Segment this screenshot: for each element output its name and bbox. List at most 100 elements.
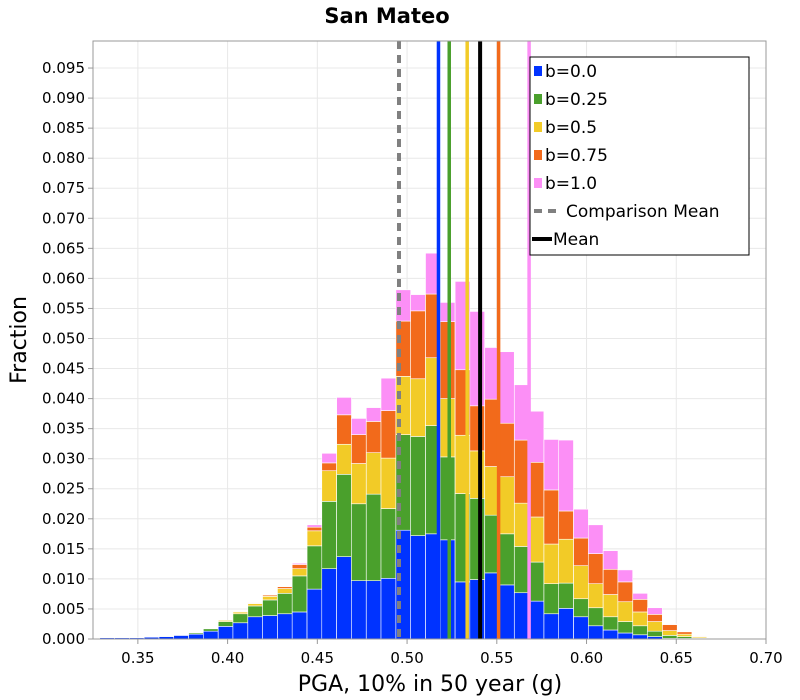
legend-box [529, 56, 750, 256]
legend-label-b-0-75: b=0.75 [545, 146, 608, 166]
bar-b-0-75 [232, 611, 249, 613]
bar-b-0-25 [336, 474, 352, 557]
bar-b-0-5 [558, 538, 574, 584]
bar-b-1-0 [632, 593, 648, 600]
bar-b-0-75 [632, 599, 648, 613]
x-axis-ticks: 0.35 0.40 0.45 0.50 0.55 0.60 0.65 0.70 [121, 639, 783, 667]
bar-b-0-0 [632, 634, 648, 640]
bar-b-0-25 [573, 598, 589, 618]
bar-b-1-0 [410, 294, 426, 312]
bar-b-0-0 [173, 635, 189, 640]
bar-b-0-75 [321, 462, 337, 472]
bar-b-0-0 [573, 616, 589, 640]
bar-b-0-25 [587, 607, 604, 627]
bar-b-1-0 [514, 384, 530, 441]
bar-b-0-5 [662, 630, 678, 636]
bar-b-0-5 [262, 596, 278, 601]
x-tick-label: 0.40 [211, 649, 244, 667]
x-tick-label: 0.35 [121, 649, 154, 667]
bar-b-0-5 [573, 565, 589, 600]
bar-b-0-25 [647, 630, 663, 637]
bar-b-0-25 [203, 628, 219, 632]
bar-b-1-0 [336, 397, 352, 416]
bar-b-0-25 [277, 593, 293, 615]
bar-b-0-0 [262, 615, 278, 640]
x-tick-label: 0.55 [480, 649, 513, 667]
bar-b-0-25 [602, 616, 619, 631]
bar-b-0-25 [528, 561, 545, 602]
bar-b-0-5 [410, 378, 426, 437]
chart-title: San Mateo [324, 4, 449, 28]
bar-b-0-5 [528, 516, 545, 563]
bar-b-0-75 [380, 410, 397, 459]
x-axis-label: PGA, 10% in 50 year (g) [298, 672, 562, 697]
bar-b-0-75 [469, 405, 485, 452]
bar-b-1-0 [351, 418, 367, 435]
bar-b-0-0 [232, 622, 249, 640]
bar-b-0-0 [188, 633, 204, 640]
x-tick-label: 0.50 [390, 649, 423, 667]
y-tick-label: 0.080 [42, 149, 85, 167]
bars-layer [99, 252, 708, 640]
bar-b-1-0 [558, 439, 574, 512]
bar-b-0-0 [277, 613, 293, 640]
bar-b-0-75 [336, 414, 352, 445]
legend-label-b-0-0: b=0.0 [545, 62, 597, 82]
bar-b-0-25 [410, 436, 426, 536]
bar-b-0-0 [351, 580, 367, 640]
bar-b-0-5 [351, 463, 367, 505]
bar-b-0-25 [247, 605, 263, 618]
bar-b-0-5 [587, 583, 604, 609]
bar-b-1-0 [306, 524, 323, 528]
bar-b-0-0 [365, 580, 382, 640]
bar-b-0-5 [306, 530, 323, 547]
bar-b-0-0 [410, 535, 426, 640]
reference-lines-layer [396, 41, 531, 639]
bar-b-0-0 [203, 630, 219, 640]
bar-b-0-75 [662, 624, 678, 631]
bar-b-1-0 [425, 252, 441, 295]
bar-b-0-0 [469, 579, 485, 640]
y-tick-label: 0.050 [42, 329, 85, 347]
bar-b-1-0 [365, 407, 382, 422]
legend-swatch-b-0-25 [534, 94, 542, 104]
bar-b-1-0 [691, 635, 708, 637]
y-tick-label: 0.030 [42, 450, 85, 468]
bar-b-0-5 [203, 627, 219, 630]
y-axis-label: Fraction [7, 296, 32, 384]
bar-b-1-0 [587, 524, 604, 554]
bar-b-0-0 [514, 592, 530, 640]
legend-label-mean: Mean [553, 230, 599, 250]
y-tick-label: 0.055 [42, 299, 85, 317]
bar-b-0-75 [262, 594, 278, 597]
bar-b-0-25 [617, 621, 634, 634]
bar-b-0-0 [499, 584, 515, 640]
bar-b-0-25 [380, 508, 397, 579]
bar-b-0-5 [676, 633, 693, 637]
legend-swatch-b-0-0 [534, 66, 542, 76]
bar-b-0-75 [499, 422, 515, 478]
bar-b-0-75 [617, 581, 634, 603]
bar-b-0-25 [662, 635, 678, 639]
legend-swatch-b-1-0 [534, 178, 542, 188]
bar-b-0-25 [632, 625, 648, 636]
bar-b-0-75 [528, 462, 545, 518]
bar-b-0-25 [217, 621, 234, 627]
legend-label-comparison-mean: Comparison Mean [566, 202, 720, 222]
y-tick-label: 0.045 [42, 360, 85, 378]
bar-b-0-75 [291, 564, 308, 569]
bar-b-1-0 [602, 550, 619, 570]
bar-b-0-5 [647, 621, 663, 632]
bar-b-0-25 [469, 498, 485, 580]
legend-label-b-1-0: b=1.0 [545, 174, 597, 194]
bar-b-0-0 [306, 588, 323, 640]
y-tick-label: 0.085 [42, 119, 85, 137]
bar-b-1-0 [499, 351, 515, 424]
bar-b-0-5 [514, 502, 530, 547]
bar-b-0-25 [365, 493, 382, 582]
y-tick-label: 0.075 [42, 179, 85, 197]
bar-b-0-75 [676, 631, 693, 635]
bar-b-0-75 [587, 553, 604, 585]
bar-b-0-5 [469, 450, 485, 499]
